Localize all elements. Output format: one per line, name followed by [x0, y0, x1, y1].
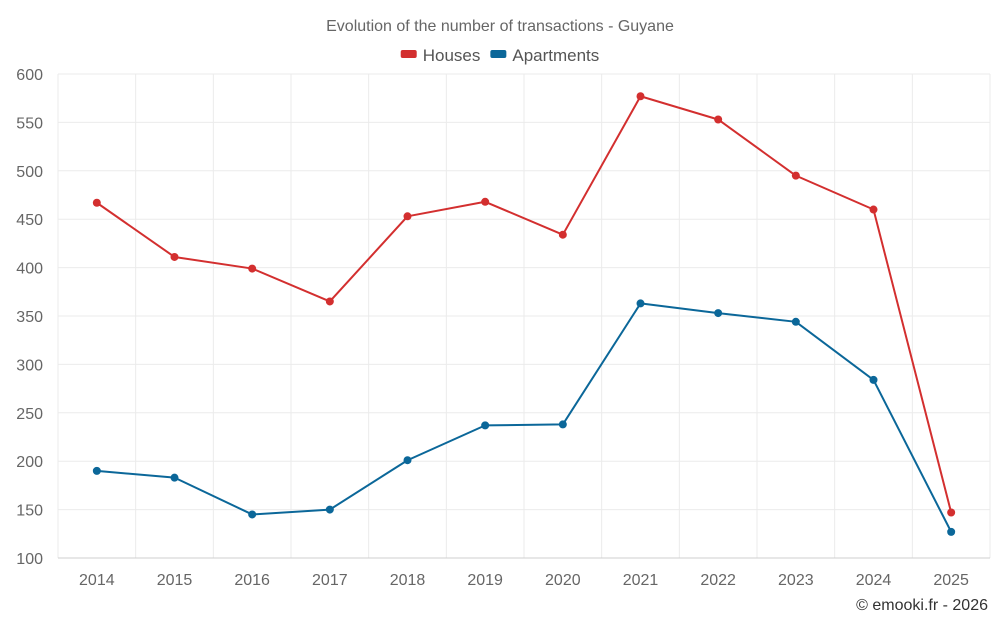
y-tick-label: 400	[16, 261, 43, 278]
y-tick-label: 200	[16, 454, 43, 471]
x-tick-label: 2017	[312, 572, 348, 589]
data-point-houses[interactable]	[636, 92, 645, 101]
y-tick-label: 450	[16, 212, 43, 229]
x-axis: 2014 2015 2016 2017 2018 2019 2020 2021 2022 2023…	[79, 572, 969, 589]
legend-swatch	[490, 50, 507, 58]
x-tick-label: 2020	[545, 572, 581, 589]
x-tick-label: 2018	[390, 572, 426, 589]
series-line-houses	[96, 95, 953, 513]
legend-label: Houses	[423, 46, 481, 65]
data-point-apartments[interactable]	[714, 309, 723, 318]
x-tick-label: 2015	[157, 572, 193, 589]
y-axis: 100 150 200 250 300 350 400 450 500 550 600	[16, 67, 43, 568]
data-point-apartments[interactable]	[636, 299, 645, 308]
legend-label: Apartments	[512, 46, 599, 65]
x-tick-label: 2019	[467, 572, 503, 589]
y-tick-label: 150	[16, 503, 43, 520]
grid	[57, 73, 991, 559]
data-point-apartments[interactable]	[558, 420, 567, 429]
data-point-apartments[interactable]	[791, 317, 800, 326]
x-tick-label: 2023	[778, 572, 814, 589]
data-point-houses[interactable]	[869, 205, 878, 214]
data-point-houses[interactable]	[558, 230, 567, 239]
data-point-houses[interactable]	[481, 197, 490, 206]
data-point-apartments[interactable]	[170, 473, 179, 482]
chart-title: Evolution of the number of transactions …	[326, 18, 674, 35]
data-point-apartments[interactable]	[481, 421, 490, 430]
data-point-apartments[interactable]	[403, 456, 412, 465]
x-tick-label: 2022	[700, 572, 736, 589]
data-point-houses[interactable]	[325, 297, 334, 306]
data-point-apartments[interactable]	[947, 527, 956, 536]
data-point-houses[interactable]	[92, 198, 101, 207]
data-point-apartments[interactable]	[869, 375, 878, 384]
data-point-houses[interactable]	[170, 252, 179, 261]
series-line-apartments	[96, 302, 953, 533]
data-point-houses[interactable]	[248, 264, 257, 273]
y-tick-label: 250	[16, 406, 43, 423]
x-tick-label: 2025	[933, 572, 969, 589]
data-point-apartments[interactable]	[325, 505, 334, 514]
y-tick-label: 500	[16, 164, 43, 181]
legend-item-houses[interactable]: Houses	[400, 46, 481, 65]
y-tick-label: 600	[16, 67, 43, 84]
data-point-apartments[interactable]	[92, 466, 101, 475]
y-tick-label: 100	[16, 551, 43, 568]
series-group	[92, 92, 956, 536]
data-point-houses[interactable]	[791, 171, 800, 180]
x-tick-label: 2021	[623, 572, 659, 589]
credit-text: © emooki.fr - 2026	[856, 597, 988, 614]
x-tick-label: 2014	[79, 572, 115, 589]
legend-swatch	[400, 50, 417, 58]
data-point-houses[interactable]	[403, 212, 412, 221]
legend: Houses Apartments	[400, 46, 599, 65]
data-point-apartments[interactable]	[248, 510, 257, 519]
y-tick-label: 550	[16, 115, 43, 132]
legend-item-apartments[interactable]: Apartments	[490, 46, 599, 65]
x-tick-label: 2024	[856, 572, 892, 589]
data-point-houses[interactable]	[714, 115, 723, 124]
data-point-houses[interactable]	[947, 508, 956, 517]
y-tick-label: 350	[16, 309, 43, 326]
x-tick-label: 2016	[234, 572, 270, 589]
y-tick-label: 300	[16, 357, 43, 374]
